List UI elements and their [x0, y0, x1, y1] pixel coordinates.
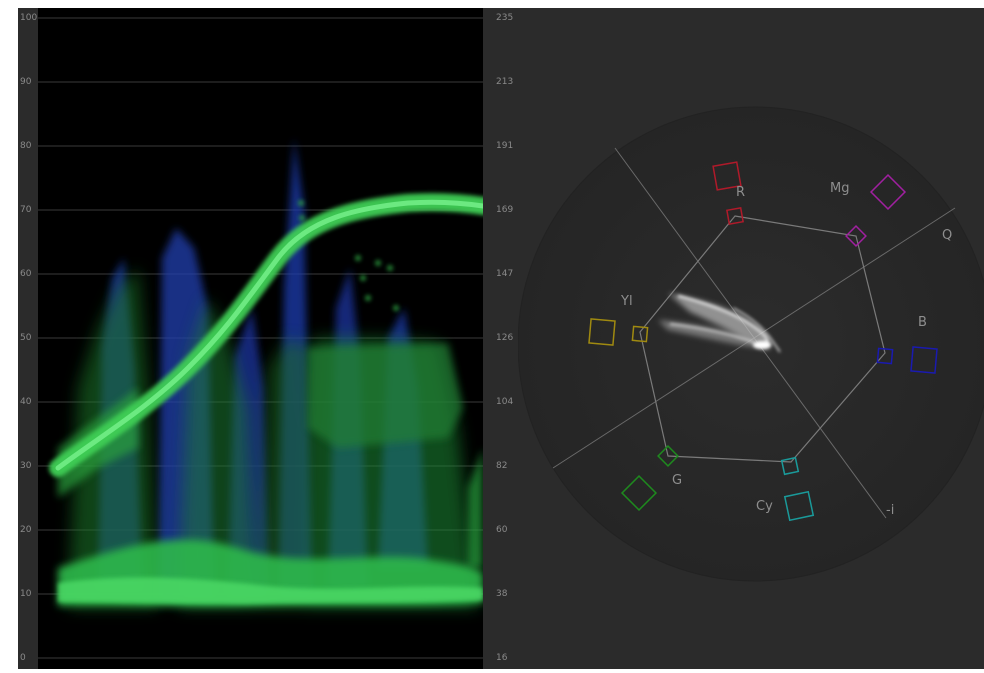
label-cy: Cy: [756, 499, 773, 514]
yl-target-inner: [631, 325, 649, 343]
waveform-left-tick: 80: [20, 141, 32, 151]
scopes-window: 100 90 80 70 60 50 40 30 20 10 0 235 213 191 169 147 12…: [18, 8, 984, 669]
mg-target-inner: [845, 225, 867, 247]
waveform-left-tick: 0: [20, 653, 26, 663]
vectorscope-hexagon: [639, 215, 886, 463]
waveform-right-tick: 213: [496, 77, 514, 87]
vectorscope-graph: R Mg Yl B Q G Cy -i: [518, 106, 984, 582]
waveform-left-tick: 40: [20, 397, 32, 407]
yl-target-outer: [588, 318, 616, 346]
label-q: Q: [942, 228, 952, 243]
waveform-right-tick: 60: [496, 525, 508, 535]
vectorscope: R Mg Yl B Q G Cy -i: [518, 8, 984, 669]
waveform-scope: 100 90 80 70 60 50 40 30 20 10 0 235 213 191 169 147 12…: [18, 8, 518, 669]
waveform-right-tick: 104: [496, 397, 514, 407]
waveform-left-tick: 10: [20, 589, 32, 599]
waveform-left-tick: 30: [20, 461, 32, 471]
r-target-outer: [712, 161, 742, 191]
waveform-left-tick: 90: [20, 77, 32, 87]
label-g: G: [672, 473, 682, 488]
waveform-left-tick: 50: [20, 333, 32, 343]
waveform-right-tick: 191: [496, 141, 514, 151]
label-mg: Mg: [830, 181, 849, 196]
b-target-outer: [910, 346, 938, 374]
g-target-inner: [657, 445, 679, 467]
r-target-inner: [726, 207, 744, 225]
label-yl: Yl: [620, 294, 633, 309]
label-b: B: [918, 315, 927, 330]
b-target-inner: [876, 347, 894, 365]
vectorscope-labels: R Mg Yl B Q G Cy -i: [620, 181, 952, 518]
waveform-right-tick: 235: [496, 13, 514, 23]
label-r: R: [736, 185, 745, 200]
waveform-graph: [38, 17, 492, 659]
cy-target-outer: [783, 490, 815, 522]
waveform-green-trace: [49, 193, 492, 608]
cy-target-inner: [780, 456, 800, 476]
mg-target-outer: [869, 173, 907, 211]
waveform-right-tick: 147: [496, 269, 514, 279]
waveform-right-tick: 169: [496, 205, 514, 215]
vectorscope-targets: [588, 161, 938, 522]
waveform-right-tick: 82: [496, 461, 508, 471]
waveform-left-tick: 70: [20, 205, 32, 215]
waveform-right-tick: 16: [496, 653, 508, 663]
waveform-left-tick: 100: [20, 13, 38, 23]
label-i: -i: [886, 503, 894, 518]
waveform-right-tick: 38: [496, 589, 508, 599]
waveform-left-tick: 60: [20, 269, 32, 279]
waveform-plot: [38, 8, 492, 669]
waveform-right-tick: 126: [496, 333, 514, 343]
waveform-left-tick: 20: [20, 525, 32, 535]
g-target-outer: [620, 474, 658, 512]
vectorscope-signal-trace: [658, 293, 781, 353]
